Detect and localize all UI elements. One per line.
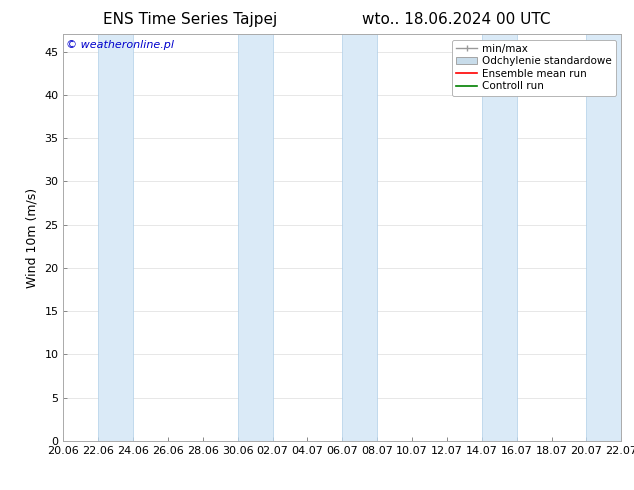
Legend: min/max, Odchylenie standardowe, Ensemble mean run, Controll run: min/max, Odchylenie standardowe, Ensembl… <box>452 40 616 96</box>
Y-axis label: Wind 10m (m/s): Wind 10m (m/s) <box>26 188 39 288</box>
Text: ENS Time Series Tajpej: ENS Time Series Tajpej <box>103 12 277 27</box>
Bar <box>482 34 517 441</box>
Bar <box>342 34 377 441</box>
Text: wto.. 18.06.2024 00 UTC: wto.. 18.06.2024 00 UTC <box>362 12 551 27</box>
Bar <box>238 34 273 441</box>
Bar <box>586 34 621 441</box>
Text: © weatheronline.pl: © weatheronline.pl <box>66 40 174 50</box>
Bar <box>98 34 133 441</box>
